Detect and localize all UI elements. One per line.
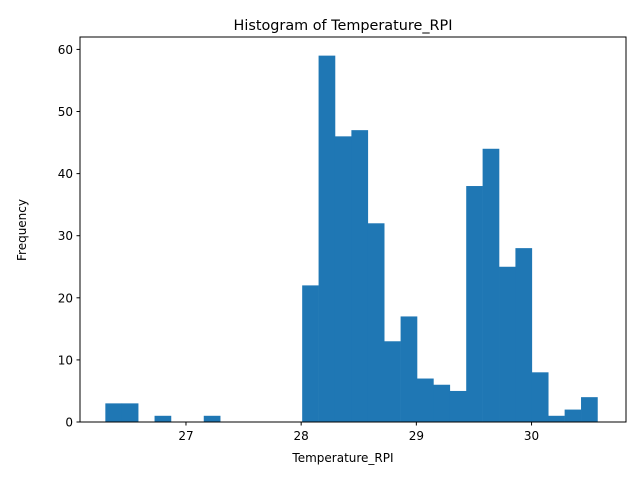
histogram-bar bbox=[548, 415, 565, 422]
histogram-bar bbox=[318, 55, 336, 422]
histogram-bar bbox=[433, 384, 451, 422]
histogram-bar bbox=[466, 186, 483, 422]
histogram-bar bbox=[417, 378, 434, 422]
histogram-bar bbox=[499, 266, 516, 422]
histogram-bar bbox=[384, 341, 401, 422]
y-axis-label: Frequency bbox=[15, 199, 29, 261]
y-tick-label: 40 bbox=[58, 167, 73, 181]
y-tick-label: 60 bbox=[58, 43, 73, 57]
histogram-bar bbox=[121, 403, 139, 422]
bars-group bbox=[105, 55, 598, 422]
histogram-bar bbox=[531, 372, 549, 422]
histogram-bar bbox=[351, 130, 369, 422]
x-tick-label: 28 bbox=[294, 429, 309, 443]
histogram-bar bbox=[581, 397, 598, 422]
histogram-bar bbox=[515, 248, 533, 422]
y-axis-ticks: 0 10 20 30 40 50 60 bbox=[58, 43, 80, 430]
histogram-bar bbox=[203, 415, 221, 422]
y-tick-label: 30 bbox=[58, 229, 73, 243]
y-tick-label: 50 bbox=[58, 105, 73, 119]
histogram-bar bbox=[400, 316, 418, 422]
x-axis-ticks: 27 28 29 30 bbox=[178, 422, 539, 443]
histogram-bar bbox=[105, 403, 123, 422]
y-tick-label: 20 bbox=[58, 291, 73, 305]
x-tick-label: 27 bbox=[178, 429, 193, 443]
histogram-bar bbox=[154, 415, 172, 422]
histogram-bar bbox=[482, 148, 500, 422]
histogram-bar bbox=[449, 390, 467, 422]
x-tick-label: 29 bbox=[409, 429, 424, 443]
histogram-bar bbox=[367, 223, 385, 422]
histogram-bar bbox=[334, 136, 352, 422]
plot-frame bbox=[79, 36, 627, 423]
x-tick-label: 30 bbox=[524, 429, 539, 443]
histogram-bar bbox=[564, 409, 582, 422]
x-axis-label: Temperature_RPI bbox=[291, 451, 393, 465]
y-tick-label: 0 bbox=[65, 416, 73, 430]
y-tick-label: 10 bbox=[58, 353, 73, 367]
histogram-bar bbox=[302, 285, 319, 422]
chart-title: Histogram of Temperature_RPI bbox=[234, 18, 453, 34]
